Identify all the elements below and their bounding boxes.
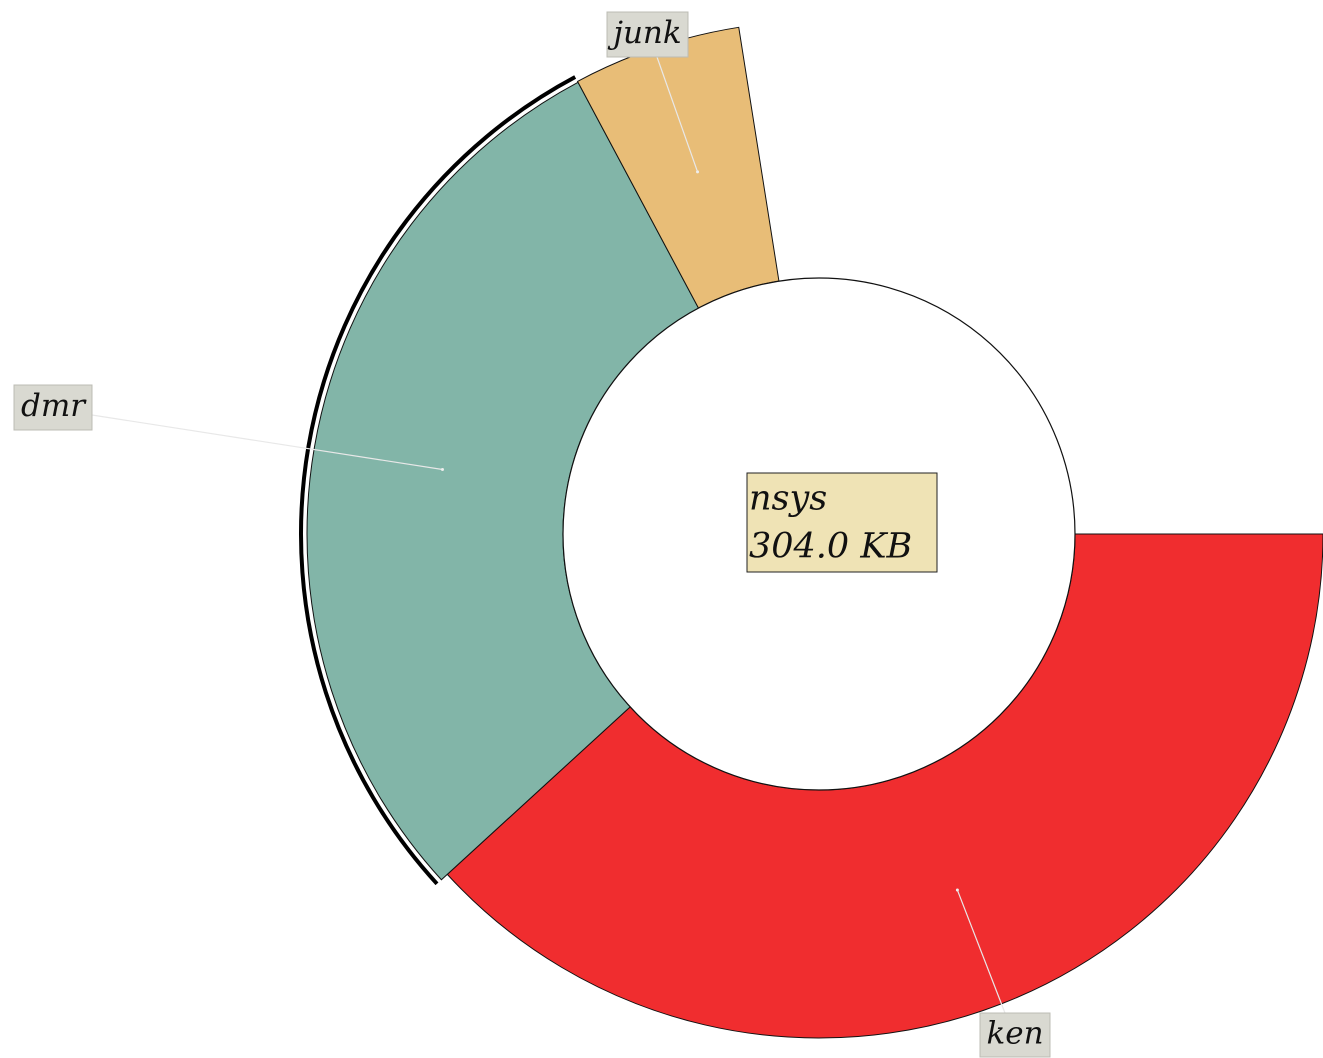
folder-name: nsys: [749, 479, 827, 519]
segment-label: ken: [986, 1016, 1043, 1052]
leader-line: [656, 56, 699, 173]
labels: ken dmr junk: [13, 11, 1051, 1058]
label-box: [13, 384, 93, 431]
leader-dot: [955, 888, 959, 892]
leader-dot: [440, 468, 444, 472]
label-box: [979, 1012, 1051, 1058]
leader-line: [956, 889, 1006, 1014]
label-box: [606, 11, 689, 58]
leader-dot: [696, 170, 700, 174]
center-label-box: [746, 472, 938, 573]
segment-label: dmr: [21, 388, 87, 424]
segment-label: junk: [607, 15, 681, 51]
leader-line: [91, 414, 443, 471]
folder-size: 304.0 KB: [749, 527, 912, 567]
selection-arc: [299, 75, 577, 886]
segments: [299, 26, 1323, 1039]
